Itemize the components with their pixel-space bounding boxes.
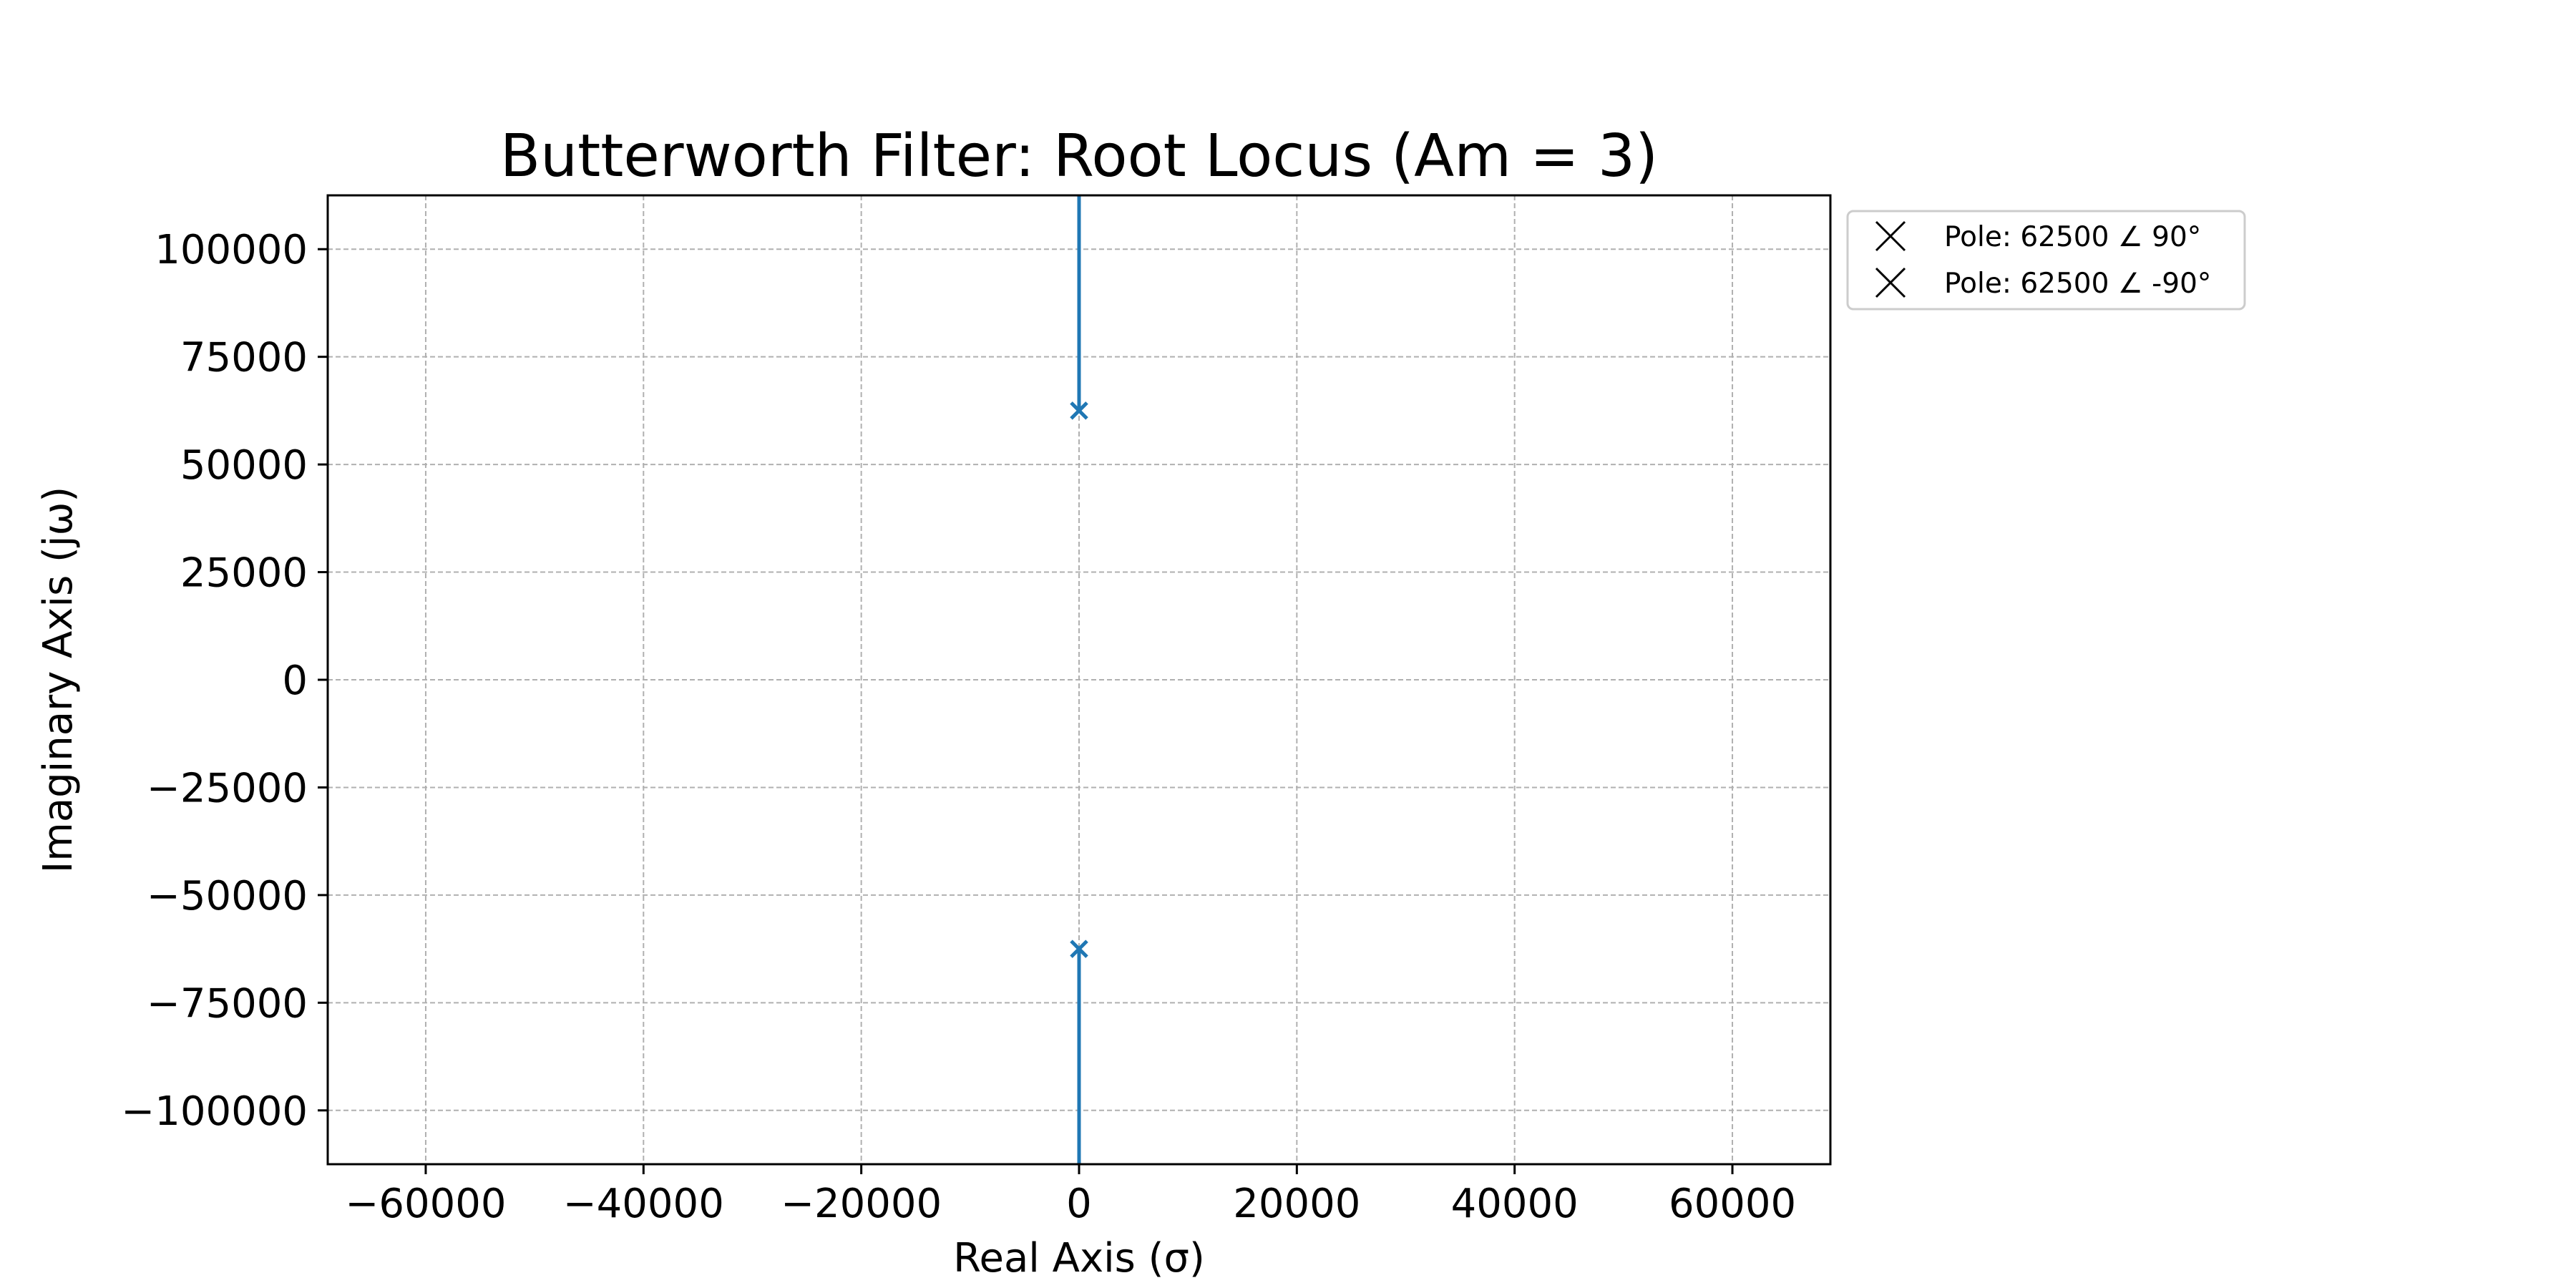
y-tick-label: 25000: [180, 550, 308, 597]
y-tick-label: 0: [282, 658, 308, 704]
x-axis-ticks: −60000 −40000 −20000 0 20000 40000 60000: [345, 1164, 1796, 1227]
y-axis-ticks: 100000 75000 50000 25000 0 −25000 −50000 −75000…: [121, 227, 328, 1135]
legend-label: Pole: 62500 ∠ 90°: [1944, 221, 2201, 253]
x-tick-label: 20000: [1233, 1181, 1360, 1227]
y-tick-label: 75000: [180, 335, 308, 381]
y-axis-label: Imaginary Axis (jω): [35, 487, 82, 873]
chart-title: Butterworth Filter: Root Locus (Am = 3): [500, 122, 1658, 190]
legend-item: Pole: 62500 ∠ 90°: [1875, 220, 2201, 253]
x-axis-label: Real Axis (σ): [953, 1235, 1205, 1282]
y-tick-label: −100000: [121, 1088, 308, 1135]
x-tick-label: 40000: [1451, 1181, 1579, 1227]
x-tick-label: 60000: [1669, 1181, 1796, 1227]
legend: Pole: 62500 ∠ 90° Pole: 62500 ∠ -90°: [1846, 210, 2246, 311]
legend-pole-marker: [1875, 220, 1906, 252]
legend-box: [1846, 210, 2246, 311]
legend-item: Pole: 62500 ∠ -90°: [1875, 267, 2211, 300]
x-tick-label: −40000: [563, 1181, 724, 1227]
x-tick-label: −60000: [345, 1181, 506, 1227]
legend-label: Pole: 62500 ∠ -90°: [1944, 268, 2211, 300]
x-tick-label: −20000: [781, 1181, 942, 1227]
y-tick-label: −25000: [147, 765, 308, 811]
y-tick-label: 100000: [155, 227, 308, 273]
x-tick-label: 0: [1066, 1181, 1092, 1227]
poles: [1070, 401, 1088, 958]
y-tick-label: −50000: [147, 873, 308, 919]
legend-pole-marker: [1875, 267, 1906, 298]
y-tick-label: −75000: [147, 980, 308, 1027]
pole-marker: [1070, 401, 1088, 420]
pole-marker: [1070, 940, 1088, 958]
y-tick-label: 50000: [180, 442, 308, 489]
